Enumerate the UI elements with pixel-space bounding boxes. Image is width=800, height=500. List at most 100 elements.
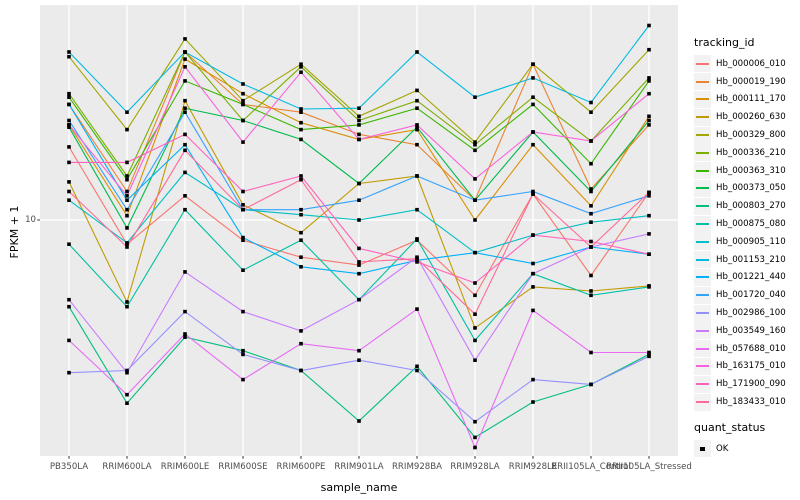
legend-label: Hb_000329_800 — [716, 130, 786, 141]
data-point-Hb_001720_040 — [589, 211, 593, 216]
data-point-Hb_002986_100 — [125, 368, 129, 373]
data-point-Hb_000803_270 — [647, 352, 651, 357]
data-point-Hb_000329_800 — [183, 37, 187, 41]
data-point-Hb_003549_160 — [299, 329, 303, 333]
data-point-Hb_000006_010 — [183, 194, 187, 198]
x-tick-label-RRIM600LE: RRIM600LE — [160, 462, 210, 472]
data-point-Hb_001720_040 — [647, 194, 651, 198]
data-point-Hb_000336_210 — [357, 118, 361, 123]
data-point-Hb_163175_010 — [415, 123, 419, 127]
data-point-Hb_057688_010 — [589, 350, 593, 355]
data-point-Hb_000329_800 — [299, 62, 303, 66]
data-point-Hb_000336_210 — [67, 91, 71, 96]
data-point-Hb_000875_080 — [299, 238, 303, 242]
legend-label: Hb_163175_010 — [716, 361, 786, 372]
data-point-Hb_000363_310 — [125, 177, 129, 182]
data-point-Hb_000373_050 — [241, 118, 245, 123]
data-point-Hb_001221_440 — [125, 198, 129, 202]
legend-key-line — [696, 401, 709, 404]
legend-key-Hb_002986_100 — [694, 304, 711, 322]
legend-key-line — [696, 347, 709, 350]
data-point-Hb_000329_800 — [67, 54, 71, 59]
data-point-Hb_000336_210 — [473, 142, 477, 147]
data-point-Hb_000373_050 — [415, 125, 419, 129]
legend-label: Hb_000905_110 — [716, 236, 786, 247]
data-point-Hb_001153_210 — [531, 76, 535, 80]
black-square-marker — [700, 446, 705, 452]
data-point-Hb_002986_100 — [357, 358, 361, 362]
data-point-Hb_000260_630 — [473, 326, 477, 330]
legend-label: Hb_057688_010 — [716, 343, 786, 354]
data-point-Hb_001720_040 — [473, 198, 477, 202]
data-point-Hb_000905_110 — [299, 212, 303, 217]
legend-key-line — [696, 258, 709, 261]
data-point-Hb_000875_080 — [589, 293, 593, 298]
data-point-Hb_000373_050 — [647, 118, 651, 123]
legend-key-line — [696, 240, 709, 243]
data-point-Hb_057688_010 — [473, 445, 477, 450]
legend-entry-Hb_000006_010: Hb_000006_010 — [694, 55, 800, 73]
data-point-Hb_000875_080 — [415, 237, 419, 241]
data-point-Hb_003549_160 — [67, 297, 71, 302]
data-point-Hb_000329_800 — [415, 88, 419, 93]
data-point-Hb_000803_270 — [67, 304, 71, 309]
legend-key-Hb_000260_630 — [694, 108, 711, 126]
legend-key-Hb_000006_010 — [694, 55, 711, 73]
data-point-Hb_000803_270 — [357, 419, 361, 423]
legend-entry-Hb_001221_440: Hb_001221_440 — [694, 268, 800, 287]
data-point-Hb_057688_010 — [241, 377, 245, 382]
data-point-Hb_000803_270 — [241, 348, 245, 353]
legend-key-Hb_000329_800 — [694, 126, 711, 144]
legend-entry-Hb_000373_050: Hb_000373_050 — [694, 179, 800, 198]
legend-label: Hb_183433_010 — [716, 397, 786, 408]
data-point-Hb_000875_080 — [67, 242, 71, 246]
data-point-Hb_000363_310 — [415, 106, 419, 110]
legend-label: Hb_000006_010 — [716, 58, 786, 69]
x-tick-label-RRII105LA_Control: RRII105LA_Control — [551, 462, 631, 472]
legend-label: Hb_001720_040 — [716, 290, 786, 301]
data-point-Hb_001153_210 — [241, 82, 245, 86]
legend-key-line — [696, 294, 709, 297]
x-tick-label-PB350LA: PB350LA — [49, 462, 89, 472]
data-point-Hb_163175_010 — [299, 70, 303, 74]
legend-entry-Hb_003549_160: Hb_003549_160 — [694, 322, 800, 340]
data-point-Hb_000006_010 — [241, 238, 245, 242]
data-point-Hb_000006_010 — [299, 255, 303, 259]
legend-key-line — [696, 329, 709, 332]
data-point-Hb_000336_210 — [531, 95, 535, 99]
data-point-Hb_002986_100 — [415, 368, 419, 373]
legend-key-Hb_003549_160 — [694, 322, 711, 340]
data-point-Hb_000803_270 — [415, 364, 419, 369]
legend-key-line — [696, 276, 709, 279]
legend-key-Hb_001153_210 — [694, 251, 711, 269]
data-point-Hb_000019_190 — [647, 123, 651, 127]
data-point-Hb_171900_090 — [473, 281, 477, 285]
legend-entry-Hb_057688_010: Hb_057688_010 — [694, 340, 800, 358]
legend-entry-Hb_001153_210: Hb_001153_210 — [694, 251, 800, 269]
data-point-Hb_000260_630 — [183, 98, 187, 103]
legend-label: Hb_171900_090 — [716, 379, 786, 390]
legend-key-Hb_000019_190 — [694, 73, 711, 91]
data-point-Hb_000019_190 — [589, 187, 593, 191]
data-point-Hb_000111_170 — [241, 91, 245, 96]
data-point-Hb_000363_310 — [357, 123, 361, 127]
data-point-Hb_000329_800 — [241, 98, 245, 103]
data-point-Hb_003549_160 — [357, 297, 361, 302]
data-point-Hb_000363_310 — [183, 79, 187, 83]
data-point-Hb_000363_310 — [531, 102, 535, 107]
data-point-Hb_163175_010 — [589, 139, 593, 143]
legend: tracking_id Hb_000006_010 Hb_000019_190 Hb… — [694, 36, 800, 458]
data-point-Hb_000373_050 — [67, 125, 71, 129]
data-point-Hb_000875_080 — [473, 338, 477, 343]
data-point-Hb_057688_010 — [183, 332, 187, 336]
data-point-Hb_000260_630 — [67, 180, 71, 184]
legend-label: Hb_000336_210 — [716, 147, 786, 158]
data-point-Hb_000111_170 — [531, 142, 535, 147]
data-point-Hb_183433_010 — [589, 245, 593, 249]
data-point-Hb_000260_630 — [299, 230, 303, 235]
data-point-Hb_000336_210 — [415, 98, 419, 103]
data-point-Hb_000363_310 — [67, 95, 71, 99]
data-point-Hb_003549_160 — [183, 270, 187, 274]
x-tick-label-RRII105LA_Stressed: RRII105LA_Stressed — [606, 462, 692, 472]
data-point-Hb_171900_090 — [299, 174, 303, 178]
